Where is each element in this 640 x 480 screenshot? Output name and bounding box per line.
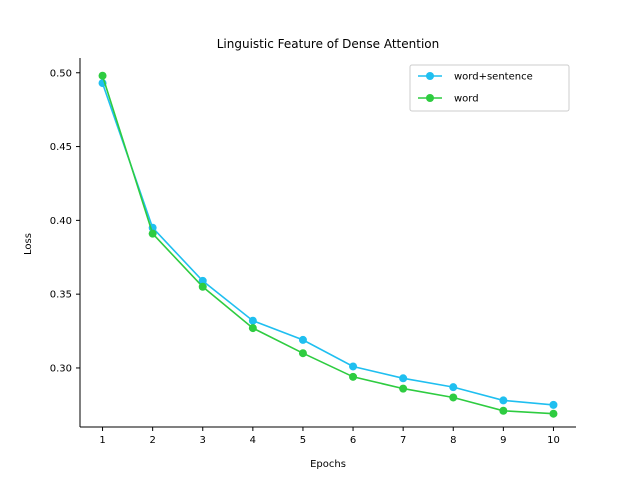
x-axis-label: Epochs: [310, 459, 346, 470]
data-point: [399, 374, 408, 383]
legend-marker: [426, 94, 434, 102]
x-tick-label: 9: [500, 435, 506, 446]
x-tick-label: 5: [300, 435, 306, 446]
series-line: [101, 82, 554, 406]
series-word: [98, 71, 558, 418]
chart-title: Linguistic Feature of Dense Attention: [217, 37, 440, 51]
x-tick-label: 8: [450, 435, 456, 446]
data-point: [499, 396, 508, 405]
y-tick-label: 0.50: [50, 68, 72, 79]
y-axis-label: Loss: [23, 233, 34, 255]
data-point: [499, 406, 508, 415]
x-tick-label: 6: [350, 435, 356, 446]
x-tick-label: 10: [547, 435, 560, 446]
legend-label: word+sentence: [454, 72, 533, 83]
x-tick-label: 4: [250, 435, 256, 446]
x-tick-label: 3: [200, 435, 206, 446]
data-point: [248, 324, 257, 333]
data-point: [98, 71, 107, 80]
data-point: [449, 383, 458, 392]
series-word-sentence: [98, 79, 558, 409]
y-tick-label: 0.30: [50, 363, 72, 374]
data-point: [549, 400, 558, 409]
plot-area: 1 2 3 4 5 6 7 8 9 10 0.30 0.35 0.40 0.45 0.50: [50, 58, 576, 446]
series-layer: [98, 71, 558, 418]
data-point: [198, 282, 207, 291]
data-point: [298, 349, 307, 358]
data-point: [148, 229, 157, 238]
y-tick-label: 0.45: [50, 142, 72, 153]
data-point: [399, 384, 408, 393]
x-tick-label: 1: [99, 435, 105, 446]
y-tick-label: 0.40: [50, 216, 72, 227]
data-point: [248, 316, 257, 325]
data-point: [198, 276, 207, 285]
series-line: [101, 75, 554, 415]
x-tick-label: 2: [149, 435, 155, 446]
data-point: [298, 335, 307, 344]
x-tick-label: 7: [400, 435, 406, 446]
data-point: [549, 409, 558, 418]
data-point: [449, 393, 458, 402]
legend-label: word: [454, 94, 479, 105]
data-point: [349, 362, 358, 371]
legend-marker: [426, 72, 434, 80]
legend-box: [409, 64, 570, 112]
y-tick-label: 0.35: [50, 290, 72, 301]
data-point: [349, 372, 358, 381]
legend: word+sentence word: [409, 64, 570, 112]
